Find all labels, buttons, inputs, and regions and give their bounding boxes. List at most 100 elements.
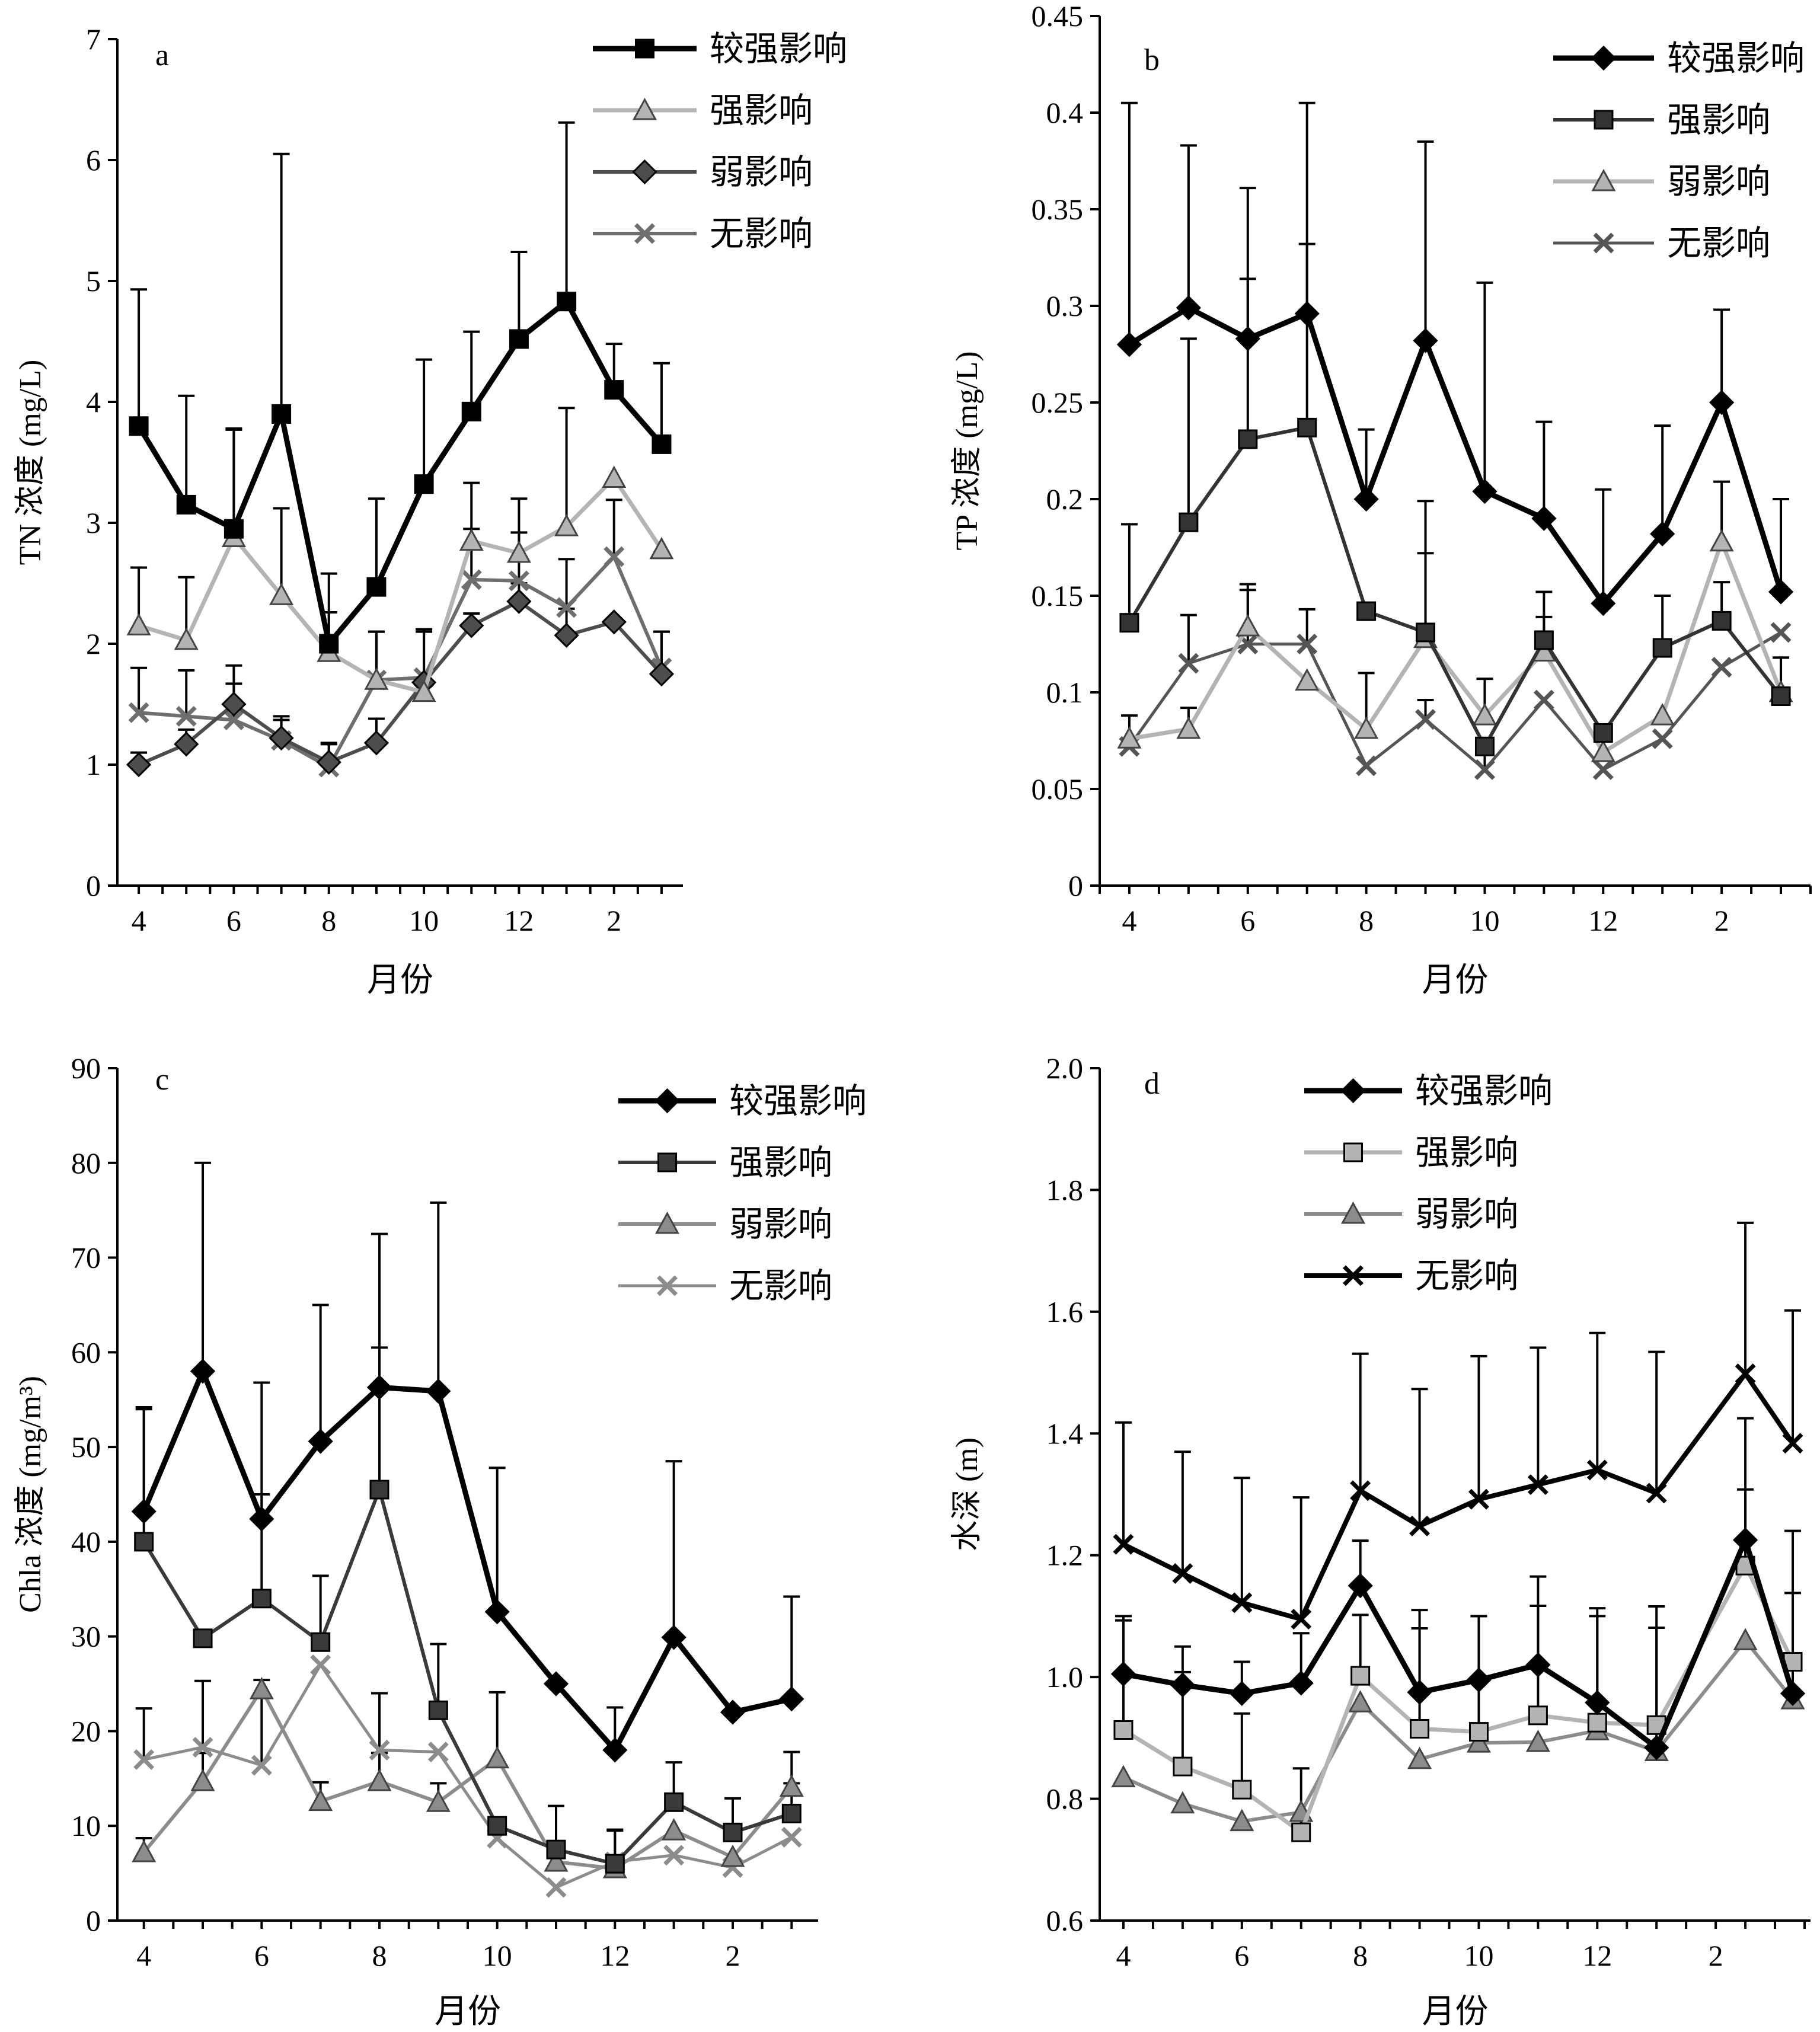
legend-marker	[657, 1275, 678, 1296]
data-point	[311, 1632, 331, 1652]
legend-marker	[657, 1152, 677, 1172]
series-1	[126, 465, 674, 702]
data-point	[1468, 1488, 1489, 1510]
data-point	[461, 401, 481, 421]
panel-label: d	[1144, 1067, 1160, 1101]
data-point	[411, 679, 436, 702]
legend-label: 强影响	[1667, 101, 1770, 139]
legend-marker	[632, 159, 657, 185]
data-point	[1407, 1679, 1432, 1705]
data-point	[554, 513, 579, 536]
x-tick-label: 8	[321, 904, 336, 937]
data-point	[1593, 723, 1613, 743]
data-point	[176, 494, 196, 515]
data-point	[310, 1654, 331, 1676]
legend-marker	[654, 1088, 680, 1114]
data-point	[1294, 301, 1320, 327]
chart-panel-c: 0 10 20 30 40 50 60 70 80 90 4 6 8 10 12 2 月份 Chla 浓度 (mg…	[14, 1052, 867, 2030]
y-tick-label: 1.4	[1046, 1417, 1084, 1450]
data-point	[602, 465, 627, 488]
data-point	[1350, 1666, 1371, 1686]
data-point	[1472, 702, 1497, 726]
chart-panel-d: 0.6 0.8 1.0 1.2 1.4 1.6 1.8 2.0 4 6 8 10 12 2 月份 水深 (m)…	[950, 1052, 1811, 2030]
legend-label: 弱影响	[729, 1205, 832, 1244]
legend-label: 无影响	[1415, 1257, 1518, 1295]
legend-label: 强影响	[710, 91, 813, 130]
y-tick-label: 10	[71, 1809, 101, 1842]
data-point	[1111, 1765, 1136, 1788]
legend-marker	[1594, 110, 1614, 130]
y-tick-label: 3	[86, 506, 101, 539]
x-tick-label: 6	[254, 1939, 269, 1972]
data-point	[1413, 328, 1438, 353]
y-tick-label: 1.6	[1046, 1295, 1084, 1328]
data-point	[459, 528, 484, 551]
data-point	[1474, 736, 1495, 756]
y-tick-label: 5	[86, 264, 101, 298]
legend-label: 无影响	[710, 215, 813, 253]
data-point	[1113, 1720, 1133, 1740]
data-point	[1176, 295, 1201, 321]
x-tick-label: 2	[1714, 904, 1729, 937]
series-line	[1129, 539, 1783, 755]
legend-label: 较强影响	[1667, 39, 1805, 78]
data-point	[1732, 1527, 1758, 1553]
data-point	[426, 1378, 451, 1404]
data-point	[1176, 716, 1201, 739]
y-tick-label: 0.45	[1032, 0, 1084, 33]
data-point	[1235, 326, 1260, 352]
series-0	[131, 1359, 804, 1763]
data-point	[364, 667, 389, 690]
data-point	[1407, 1746, 1432, 1769]
y-tick-label: 90	[71, 1052, 101, 1085]
data-point	[251, 1755, 272, 1776]
data-point	[426, 1790, 451, 1812]
y-tick-label: 30	[71, 1620, 101, 1653]
data-point	[319, 634, 339, 654]
data-point	[1172, 1563, 1193, 1584]
data-point	[1591, 739, 1615, 762]
data-point	[543, 1671, 569, 1696]
x-tick-label: 2	[1709, 1939, 1723, 1972]
x-tick-label: 4	[1116, 1939, 1131, 1972]
series-3	[1113, 1363, 1803, 1630]
data-point	[508, 570, 529, 592]
series-line	[141, 1368, 793, 1753]
data-point	[1650, 521, 1675, 547]
legend-marker	[1340, 1201, 1366, 1224]
data-point	[1231, 1592, 1253, 1614]
data-point	[602, 1737, 628, 1763]
legend-label: 较强影响	[710, 30, 847, 68]
data-point	[1466, 1730, 1491, 1753]
data-point	[556, 597, 577, 618]
data-point	[649, 536, 674, 560]
data-point	[1238, 429, 1258, 449]
y-tick-label: 0.4	[1046, 96, 1084, 129]
data-point	[1534, 630, 1554, 650]
x-tick-label: 10	[1470, 904, 1499, 937]
data-point	[1735, 1363, 1756, 1385]
data-point	[134, 1532, 154, 1552]
data-point	[128, 702, 149, 723]
legend-marker	[654, 1211, 680, 1234]
legend-label: 较强影响	[729, 1082, 867, 1120]
y-tick-label: 0.1	[1046, 676, 1084, 709]
data-point	[1113, 1533, 1134, 1555]
data-point	[1733, 1628, 1758, 1651]
data-point	[1291, 1822, 1311, 1842]
data-point	[1348, 1573, 1373, 1599]
data-point	[649, 661, 675, 687]
x-axis-title: 月份	[1422, 1993, 1489, 2030]
panel-label: c	[155, 1063, 169, 1097]
error-bars-0	[1120, 101, 1790, 604]
data-point	[369, 1739, 390, 1761]
data-point	[779, 1686, 804, 1712]
x-tick-label: 12	[600, 1939, 630, 1972]
data-point	[1531, 506, 1557, 531]
data-point	[192, 1737, 213, 1758]
y-tick-label: 0.2	[1046, 483, 1084, 516]
data-point	[1353, 486, 1379, 512]
y-tick-label: 50	[71, 1430, 101, 1464]
